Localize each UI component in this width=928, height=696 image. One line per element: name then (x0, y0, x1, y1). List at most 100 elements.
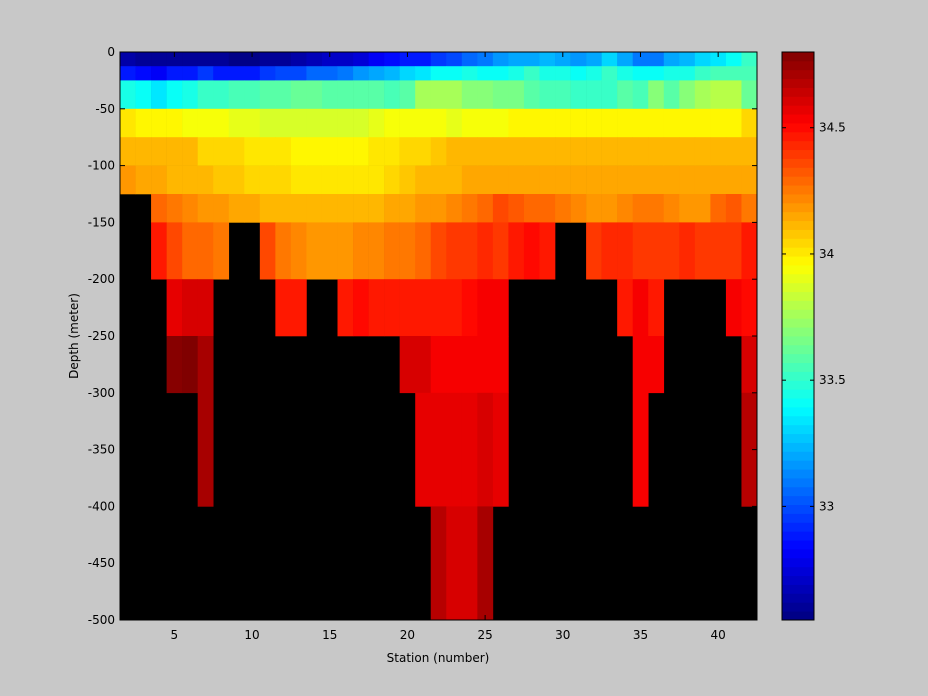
heatmap-cell (151, 194, 167, 223)
heatmap-cell (586, 108, 602, 138)
heatmap-cell (259, 66, 276, 81)
heatmap-cell (586, 80, 602, 110)
heatmap-cell (461, 336, 478, 394)
heatmap-cell (259, 165, 276, 195)
heatmap-cell (197, 80, 214, 110)
heatmap-cell (244, 137, 261, 166)
colorbar-swatch (782, 549, 814, 559)
heatmap-cell (446, 66, 463, 81)
heatmap-cell (415, 336, 432, 394)
heatmap-cell (477, 222, 494, 280)
y-tick-label: -350 (88, 443, 115, 457)
heatmap-cell (508, 52, 525, 67)
x-tick-label: 40 (711, 628, 726, 642)
colorbar-swatch (782, 247, 814, 257)
heatmap-cell (648, 165, 665, 195)
heatmap-cell (197, 108, 214, 138)
heatmap-cell (648, 194, 665, 223)
heatmap-cell (570, 108, 587, 138)
heatmap-cell (461, 279, 478, 337)
heatmap-cell (244, 165, 261, 195)
heatmap-cell (275, 279, 292, 337)
heatmap-cell (492, 392, 509, 507)
heatmap-cell (135, 80, 152, 110)
heatmap-cell (617, 222, 634, 280)
colorbar-swatch (782, 522, 814, 532)
heatmap-cell (197, 279, 214, 337)
heatmap-cell (446, 80, 463, 110)
heatmap-cell (182, 336, 198, 394)
y-tick-label: -150 (88, 215, 115, 229)
heatmap-cell (384, 137, 400, 166)
colorbar-swatch (782, 495, 814, 506)
heatmap-cell (430, 165, 447, 195)
heatmap-cell (632, 194, 649, 223)
heatmap-cell (492, 165, 509, 195)
heatmap-cell (353, 165, 369, 195)
heatmap-cell (446, 279, 463, 337)
heatmap-cell (461, 392, 478, 507)
heatmap-cell (415, 137, 432, 166)
y-tick-label: -100 (88, 159, 115, 173)
colorbar-swatch (782, 327, 814, 337)
heatmap-cell (617, 108, 634, 138)
heatmap-cell (555, 108, 571, 138)
heatmap-cell (415, 392, 432, 507)
heatmap-cell (306, 66, 323, 81)
heatmap-cell (446, 506, 463, 621)
heatmap-cell (446, 52, 463, 67)
heatmap-cell (275, 52, 292, 67)
heatmap-cell (415, 52, 432, 67)
heatmap-cell (632, 137, 649, 166)
colorbar-swatch (782, 149, 814, 159)
colorbar-swatch (782, 566, 814, 577)
heatmap-cell (197, 392, 214, 507)
colorbar-swatch (782, 469, 814, 479)
heatmap-cell (570, 194, 587, 223)
colorbar-swatch (782, 291, 814, 301)
heatmap-cell (446, 392, 463, 507)
colorbar-swatch (782, 380, 814, 390)
colorbar-swatch (782, 389, 814, 399)
heatmap-cell (741, 52, 758, 67)
heatmap-cell (679, 80, 696, 110)
heatmap-cell (663, 52, 680, 67)
heatmap-cell (570, 80, 587, 110)
heatmap-cell (632, 52, 649, 67)
heatmap-cell (492, 66, 509, 81)
heatmap-cell (321, 165, 338, 195)
x-tick-label: 30 (555, 628, 570, 642)
heatmap-cell (477, 52, 494, 67)
heatmap-cell (275, 137, 292, 166)
heatmap-cell (710, 194, 727, 223)
y-tick-label: -200 (88, 272, 115, 286)
heatmap-cell (368, 52, 385, 67)
heatmap-cell (353, 279, 369, 337)
heatmap-cell (306, 165, 323, 195)
heatmap-cell (166, 279, 183, 337)
heatmap-cell (415, 279, 432, 337)
heatmap-cell (197, 66, 214, 81)
heatmap-cell (725, 108, 742, 138)
heatmap-cell (430, 52, 447, 67)
heatmap-cell (353, 137, 369, 166)
heatmap-cell (182, 222, 198, 280)
heatmap-cell (430, 279, 447, 337)
heatmap-cell (337, 80, 354, 110)
colorbar-swatch (782, 69, 814, 80)
heatmap-cell (337, 194, 354, 223)
heatmap-cell (694, 66, 711, 81)
heatmap-cell (725, 279, 742, 337)
colorbar-swatch (782, 273, 814, 284)
heatmap-cell (725, 66, 742, 81)
heatmap-cell (741, 279, 758, 337)
colorbar-swatch (782, 202, 814, 213)
heatmap-cell (632, 80, 649, 110)
heatmap-cell (679, 52, 696, 67)
heatmap-cell (617, 52, 634, 67)
heatmap-cell (430, 108, 447, 138)
heatmap-cell (337, 137, 354, 166)
x-tick-label: 25 (477, 628, 492, 642)
heatmap-cell (306, 194, 323, 223)
heatmap-cell (725, 52, 742, 67)
